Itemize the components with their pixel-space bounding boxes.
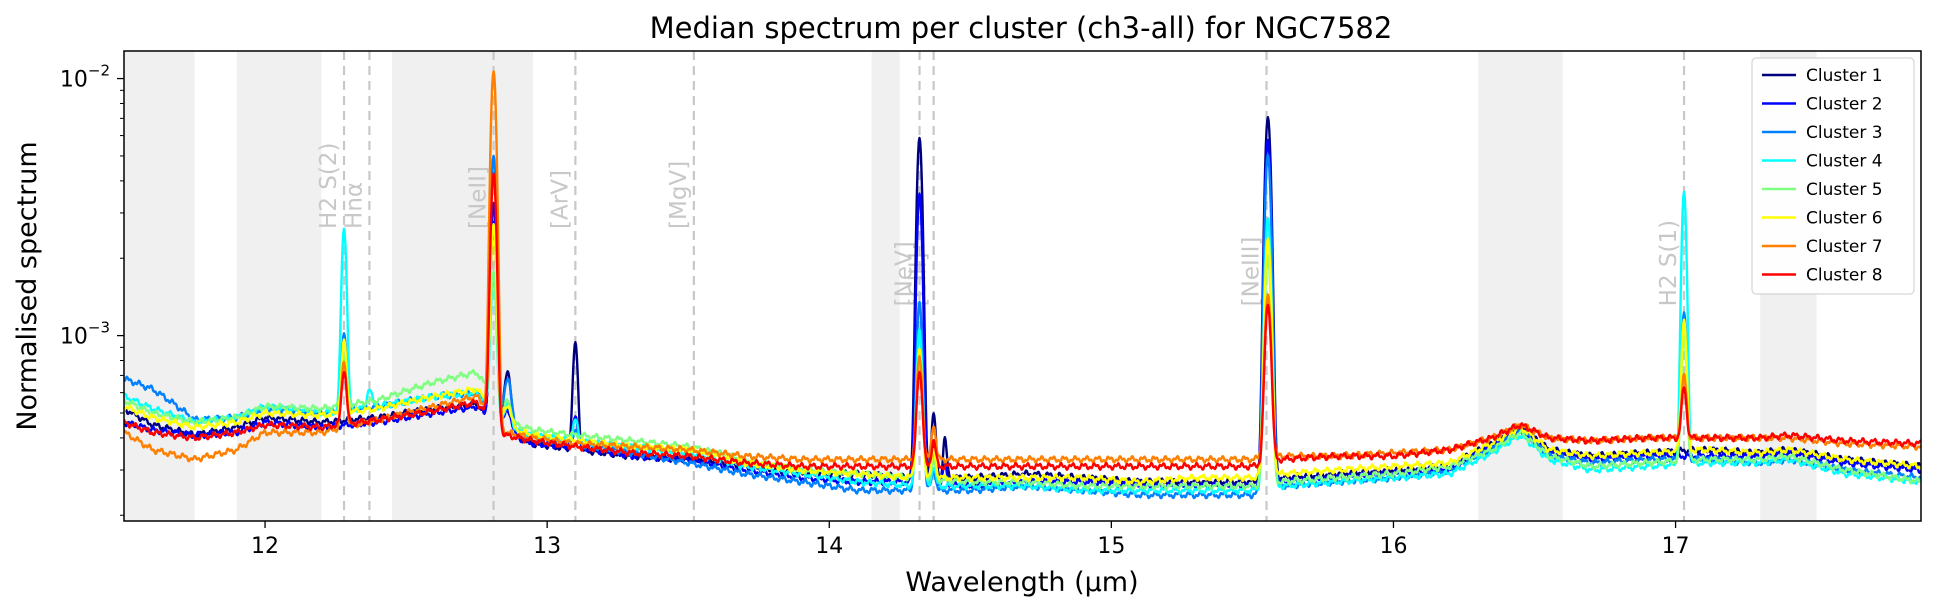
x-tick-label: 16 <box>1379 534 1407 559</box>
emission-line-label: [ArV] <box>547 170 573 229</box>
x-tick-label: 12 <box>251 534 279 559</box>
shaded-regions <box>124 51 1817 521</box>
chart-title: Median spectrum per cluster (ch3-all) fo… <box>650 11 1393 45</box>
emission-line-label: Hnα <box>341 182 367 229</box>
emission-line-label: [ClII] <box>906 252 932 306</box>
plot-frame <box>123 50 1922 522</box>
series-line <box>124 253 1921 491</box>
y-tick-label-exponent: −2 <box>88 62 110 80</box>
legend-box <box>1751 57 1915 295</box>
y-tick-label-base: 10 <box>60 325 88 350</box>
legend-label: Cluster 8 <box>1806 266 1883 286</box>
legend-label: Cluster 6 <box>1806 209 1883 229</box>
legend-label: Cluster 4 <box>1806 152 1883 172</box>
legend-label: Cluster 2 <box>1806 95 1883 115</box>
legend-label: Cluster 5 <box>1806 180 1883 200</box>
y-tick-label: 10−2 <box>60 62 110 93</box>
legend-label: Cluster 3 <box>1806 123 1883 143</box>
series-line <box>124 172 1921 471</box>
emission-line-label: [NeII] <box>466 166 492 229</box>
series-line <box>124 223 1921 487</box>
y-tick-label-exponent: −3 <box>88 319 110 337</box>
y-tick-label: 10−3 <box>60 319 110 350</box>
series-line <box>124 190 1921 495</box>
emission-line-label: H2 S(1) <box>1656 220 1682 306</box>
x-axis-ticks: 12 13 14 15 16 17 <box>251 521 1690 559</box>
x-tick-label: 14 <box>815 534 843 559</box>
shaded-region <box>236 51 322 521</box>
y-axis-ticks: 10−210−3 <box>60 62 124 516</box>
y-tick-label-base: 10 <box>60 68 88 93</box>
x-tick-label: 15 <box>1097 534 1125 559</box>
x-tick-label: 17 <box>1662 534 1690 559</box>
emission-line-label: H2 S(2) <box>316 143 342 229</box>
emission-line-label: [MgV] <box>666 161 692 229</box>
emission-line-label: [NeIII] <box>1239 237 1265 307</box>
shaded-region <box>871 51 900 521</box>
x-axis-title: Wavelength (μm) <box>905 567 1138 598</box>
series-lines <box>124 70 1921 500</box>
x-tick-label: 13 <box>533 534 561 559</box>
shaded-region <box>124 51 195 521</box>
legend-label: Cluster 7 <box>1806 237 1883 257</box>
emission-line-label: [NeV] <box>892 241 918 306</box>
shaded-region <box>391 51 534 521</box>
legend-label: Cluster 1 <box>1806 66 1883 86</box>
y-axis-title: Normalised spectrum <box>12 141 43 430</box>
legend: Cluster 1 Cluster 2 Cluster 3 Cluster 4 Clus… <box>1751 57 1915 295</box>
